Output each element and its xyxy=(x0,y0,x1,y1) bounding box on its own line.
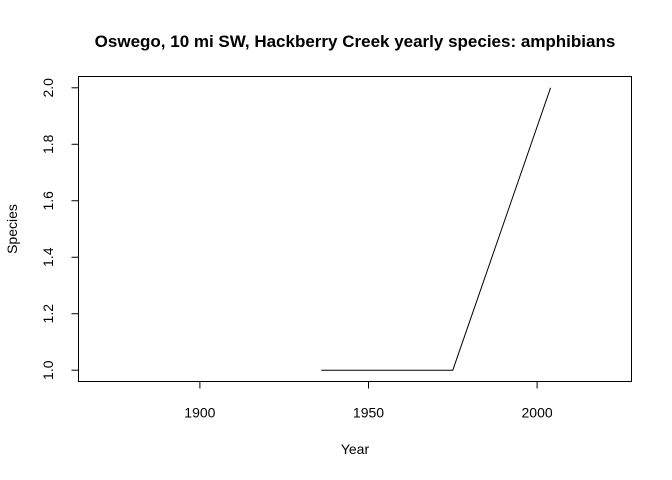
y-axis-label: Species xyxy=(4,204,20,254)
y-ticks: 1.0 1.2 1.4 1.6 1.8 2.0 xyxy=(40,78,79,380)
y-tick-label: 1.8 xyxy=(40,134,56,154)
series-line xyxy=(321,87,552,371)
y-tick-label: 1.6 xyxy=(40,191,56,211)
y-tick-label: 1.2 xyxy=(40,304,56,324)
x-tick-label: 2000 xyxy=(522,405,553,421)
y-tick-label: 1.4 xyxy=(40,247,56,267)
x-tick-label: 1900 xyxy=(184,405,215,421)
x-ticks: 1900 1950 2000 xyxy=(184,381,553,421)
x-axis-label: Year xyxy=(341,441,370,457)
y-tick-label: 2.0 xyxy=(40,78,56,98)
x-tick-label: 1950 xyxy=(353,405,384,421)
chart-title: Oswego, 10 mi SW, Hackberry Creek yearly… xyxy=(95,32,616,51)
y-tick-label: 1.0 xyxy=(40,360,56,380)
plot-frame xyxy=(78,76,632,382)
